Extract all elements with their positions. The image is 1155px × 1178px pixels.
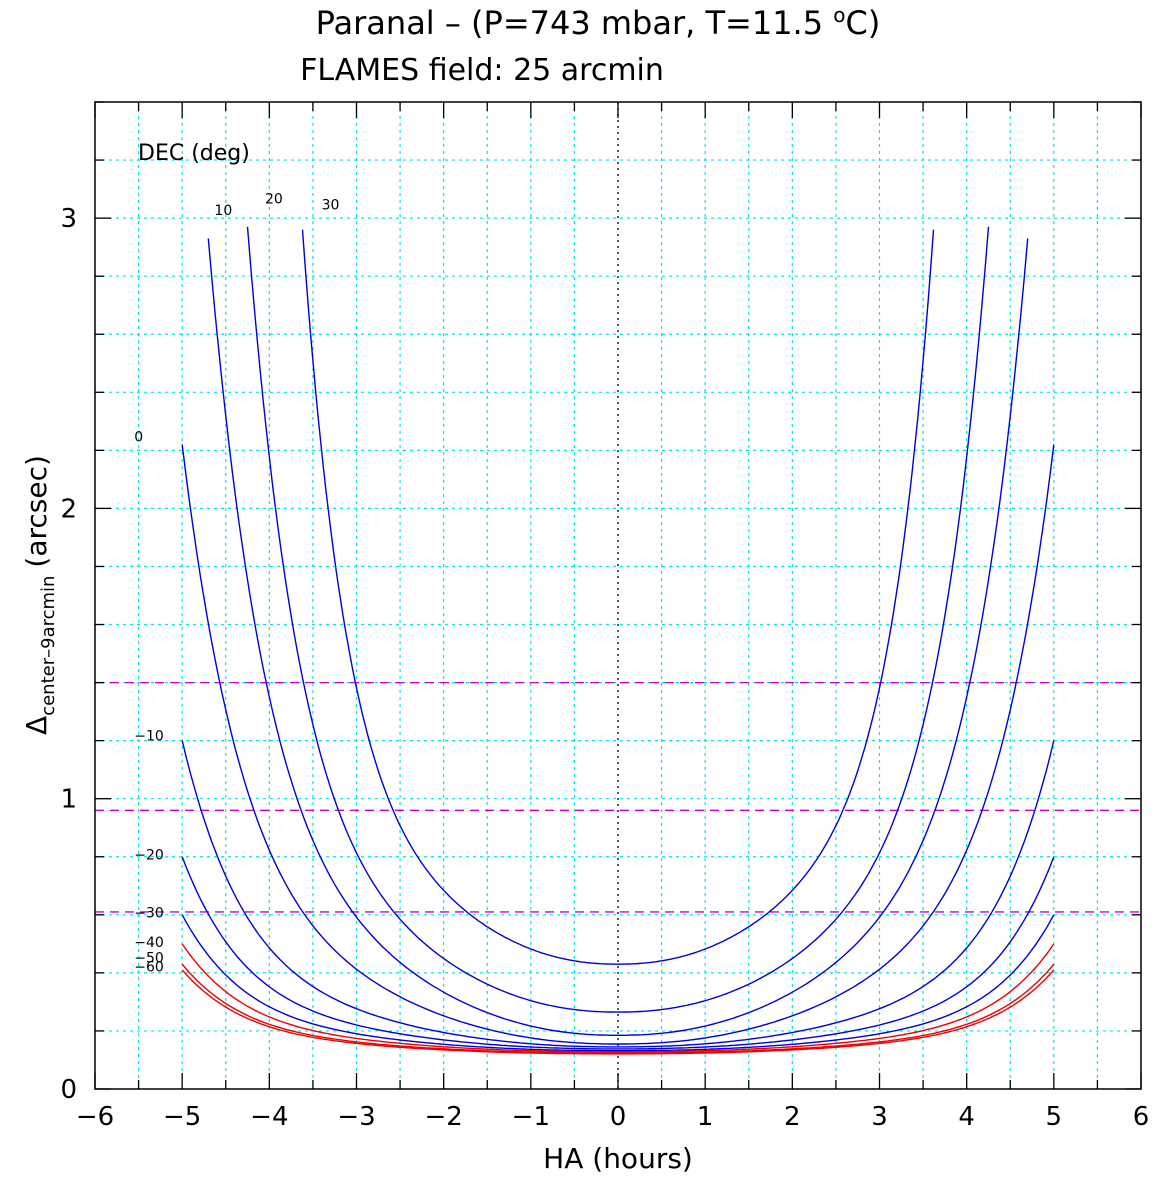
series-line-dec-30 (301, 229, 935, 965)
series-line-dec--10 (181, 740, 1055, 1048)
series-label-dec--40: −40 (134, 935, 164, 951)
y-tick-label: 1 (60, 785, 77, 815)
series-label-dec-30: 30 (322, 197, 340, 213)
series-label-dec--50: −50 (134, 951, 164, 967)
grid (95, 102, 1141, 1089)
series-line-dec--50 (181, 963, 1055, 1054)
x-tick-label: 2 (784, 1102, 801, 1132)
curves (181, 226, 1055, 1055)
series-label-dec--60: −60 (134, 959, 164, 975)
x-tick-label: 3 (871, 1102, 888, 1132)
series-label-dec-10: 10 (214, 203, 232, 219)
x-tick-label: 6 (1133, 1102, 1150, 1132)
series-label-dec--10: −10 (134, 729, 164, 745)
legend-header: DEC (deg) (138, 141, 250, 166)
reference-lines (95, 681, 1141, 913)
series-label-dec-0: 0 (134, 430, 143, 446)
x-tick-label: −6 (76, 1102, 114, 1132)
x-axis-label: HA (hours) (543, 1142, 693, 1175)
x-tick-label: 5 (1046, 1102, 1063, 1132)
series-line-dec--30 (181, 914, 1055, 1052)
series-label-dec-20: 20 (265, 192, 283, 208)
series-label-dec--30: −30 (134, 906, 164, 922)
series-line-dec-0 (181, 444, 1055, 1045)
x-tick-label: 1 (697, 1102, 714, 1132)
x-tick-label: 4 (958, 1102, 975, 1132)
y-tick-label: 3 (60, 204, 77, 234)
y-axis-label: Δcenter–9arcmin(arcsec) (20, 455, 59, 735)
x-tick-label: −5 (163, 1102, 201, 1132)
series-label-dec--20: −20 (134, 848, 164, 864)
chart-title: Paranal – (P=743 mbar, T=11.5 oC) (316, 3, 881, 42)
curve-labels: 30 20 10 0 −10 −20 −30 −40−50−60 (134, 192, 339, 976)
series-line-dec--40 (181, 943, 1055, 1053)
x-tick-label: −4 (250, 1102, 288, 1132)
y-tick-label: 2 (60, 494, 77, 524)
chart-subtitle: FLAMES field: 25 arcmin (300, 53, 664, 88)
series-line-dec--60 (181, 969, 1055, 1055)
y-tick-label: 0 (60, 1075, 77, 1105)
x-tick-label: −2 (425, 1102, 463, 1132)
x-tick-label: 0 (610, 1102, 627, 1132)
x-tick-label: −1 (512, 1102, 550, 1132)
series-line-dec-10 (207, 238, 1029, 1037)
series-line-dec--20 (181, 856, 1055, 1050)
series-line-dec-20 (246, 226, 990, 1013)
x-tick-label: −3 (337, 1102, 375, 1132)
